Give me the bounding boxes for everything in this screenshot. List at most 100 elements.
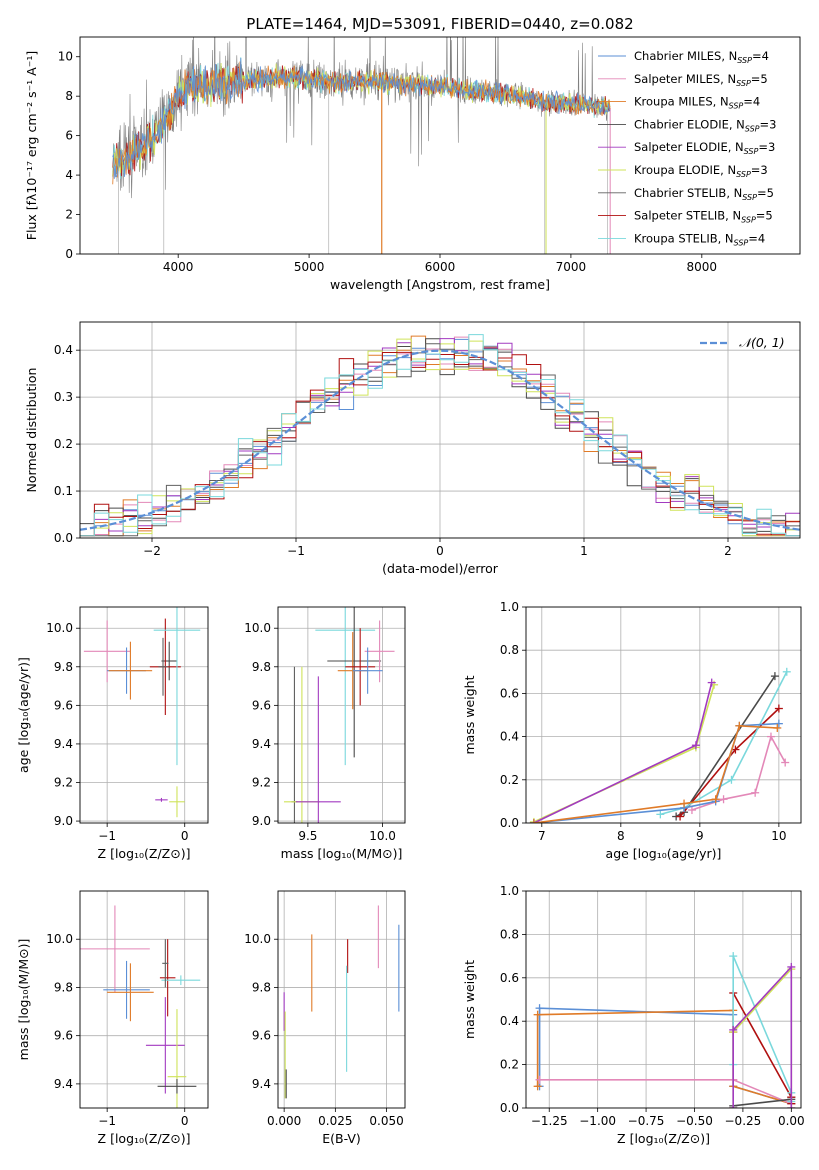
weight-marker-kroupa_stelib (782, 667, 791, 676)
plot-area-weight_vs_age (526, 607, 801, 823)
errorbar-point-kroupa_miles (107, 963, 154, 1022)
legend-text: Kroupa MILES, N (634, 95, 729, 109)
errorbar-point-salpeter_miles (80, 905, 150, 993)
weight-line-kroupa_elodie (533, 684, 715, 823)
legend-text: Salpeter MILES, N (634, 72, 736, 86)
weight-marker-chabrier_miles (535, 1004, 544, 1013)
axes-residuals: −2 −1 0 1 2 0.0 0.1 0.2 0.3 0.4 (data-model)/error… (24, 343, 732, 576)
x-tick-label: 8000 (687, 260, 718, 274)
y-tick-label: 9.4 (54, 1077, 73, 1091)
legend-entry: Kroupa STELIB, NSSP=4 (634, 231, 765, 247)
plot-frame (79, 890, 209, 1109)
y-tick-label: 9.8 (252, 980, 271, 994)
weight-line-kroupa_miles (536, 1009, 792, 1105)
x-tick-label: 10 (771, 829, 786, 843)
y-tick-label: 9.8 (252, 660, 271, 674)
errorbar-point-kroupa_stelib (315, 607, 376, 766)
x-tick-label: −1.25 (531, 1114, 568, 1128)
y-tick-label: 0.2 (500, 1058, 519, 1072)
weight-marker-chabrier_miles (774, 719, 783, 728)
plot-area-age_vs_Z (80, 607, 208, 823)
y-tick-label: 10.0 (46, 621, 73, 635)
plot-frame (525, 890, 802, 1109)
model-fit-line-chabrier_miles (112, 57, 611, 179)
errorbar-point-salpeter_stelib (345, 628, 376, 706)
legend-text: Chabrier MILES, N (634, 49, 737, 63)
legend-count: =3 (758, 140, 775, 154)
weight-marker-chabrier_elodie (770, 672, 779, 681)
weight-marker-kroupa_miles (773, 723, 782, 732)
legend-count: =4 (743, 95, 760, 109)
y-tick-label: 8 (65, 89, 73, 103)
weight-line-chabrier_elodie (732, 1097, 793, 1108)
weight-marker-kroupa_miles (711, 795, 720, 804)
plot-frame (277, 606, 406, 824)
weight-marker-salpeter_elodie (787, 1104, 796, 1108)
y-tick-label: 0.0 (54, 531, 73, 545)
legend-count: =3 (760, 117, 777, 131)
legend-subscript: SSP (741, 216, 756, 225)
y-axis-label: Flux [fλ10⁻¹⁷ erg cm⁻² s⁻¹ A⁻¹] (24, 51, 39, 240)
histogram-step-kroupa_stelib (80, 334, 800, 537)
y-tick-label: 9.4 (54, 737, 73, 751)
weight-marker-kroupa_miles (735, 721, 744, 730)
y-tick-label: 10.0 (244, 621, 271, 635)
errorbar-point-salpeter_miles (364, 620, 395, 683)
legend-entry: Kroupa MILES, NSSP=4 (634, 95, 760, 111)
axes-age_vs_Z: −1 0 9.0 9.2 9.4 9.6 9.8 10.0 Z [log₁₀(Z/Z⊙)] age… (16, 621, 190, 861)
y-tick-label: 9.6 (54, 698, 73, 712)
y-tick-label: 4 (65, 168, 73, 182)
legend-entry: Salpeter ELODIE, NSSP=3 (634, 140, 775, 156)
weight-marker-kroupa_stelib (729, 952, 738, 961)
y-tick-label: 0.0 (500, 816, 519, 830)
y-tick-label: 0.4 (54, 343, 73, 357)
x-tick-label: 9.5 (298, 829, 317, 843)
legend-count: =5 (757, 186, 774, 200)
weight-marker-salpeter_miles (751, 788, 760, 797)
plot-frame (525, 606, 802, 824)
panel-spectrum: 4000 5000 6000 7000 8000 0 2 4 6 8 10 wavelength [A… (24, 36, 801, 292)
errorbar-point-kroupa_elodie (169, 786, 185, 818)
axes-weight_vs_age: 7 8 9 10 0.0 0.2 0.4 0.6 0.8 1.0 age [log₁₀(age/yr… (462, 600, 787, 861)
y-tick-label: 9.2 (252, 776, 271, 790)
y-tick-label: 9.8 (54, 980, 73, 994)
panel-age_vs_Z: −1 0 9.0 9.2 9.4 9.6 9.8 10.0 Z [log₁₀(Z/Z⊙)] age… (16, 606, 209, 861)
plot-area-residuals (80, 322, 800, 538)
legend-subscript: SSP (729, 102, 744, 111)
x-axis-label: (data-model)/error (382, 561, 499, 576)
weight-line-kroupa_elodie (732, 967, 793, 1108)
legend-text: Chabrier STELIB, N (634, 186, 742, 200)
errorbar-point-chabrier_miles (103, 960, 150, 1019)
weight-marker-salpeter_miles (766, 732, 775, 741)
x-tick-label: −1 (98, 829, 116, 843)
x-axis-label: Z [log₁₀(Z/Z⊙)] (98, 1131, 191, 1146)
x-tick-label: 0 (181, 1114, 189, 1128)
weight-line-kroupa_stelib (660, 671, 788, 816)
x-tick-label: 2 (724, 544, 732, 558)
plot-area-weight_vs_Z (526, 891, 801, 1108)
legend-count: =3 (751, 163, 768, 177)
errorbar-point-kroupa_elodie (167, 1009, 187, 1108)
x-axis-label: wavelength [Angstrom, rest frame] (330, 277, 550, 292)
weight-marker-salpeter_stelib (676, 812, 685, 821)
weight-marker-kroupa_stelib (656, 810, 665, 819)
legend-subscript: SSP (734, 238, 749, 247)
y-tick-label: 9.6 (252, 698, 271, 712)
panel-residuals: −2 −1 0 1 2 0.0 0.1 0.2 0.3 0.4 (data-model)/error… (24, 321, 801, 576)
weight-marker-kroupa_miles (680, 799, 689, 808)
weight-line-kroupa_miles (533, 724, 778, 823)
x-tick-label: 0.00 (778, 1114, 805, 1128)
weight-marker-salpeter_miles (719, 795, 728, 804)
legend-text: Chabrier ELODIE, N (634, 117, 745, 131)
x-tick-label: −1 (98, 1114, 116, 1128)
weight-marker-kroupa_miles (533, 1010, 542, 1019)
weight-line-chabrier_miles (538, 1007, 792, 1105)
x-axis-label: Z [log₁₀(Z/Z⊙)] (98, 846, 191, 861)
x-tick-label: 10.0 (369, 829, 396, 843)
y-tick-label: 9.6 (54, 1029, 73, 1043)
x-tick-label: −0.75 (628, 1114, 665, 1128)
y-tick-label: 10.0 (46, 932, 73, 946)
x-tick-label: 0.025 (318, 1114, 352, 1128)
y-tick-label: 9.4 (252, 1077, 271, 1091)
